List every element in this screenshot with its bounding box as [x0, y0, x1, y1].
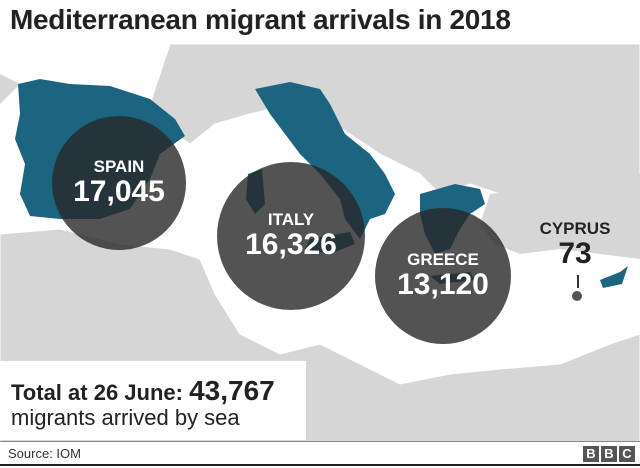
bubble-greece: GREECE 13,120	[375, 208, 511, 344]
bubble-country: ITALY	[267, 210, 315, 229]
bubble-value: 16,326	[245, 228, 337, 261]
footer: Source: IOM B B C	[0, 441, 640, 468]
cyprus-value: 73	[558, 237, 592, 270]
bubble-country: GREECE	[407, 250, 479, 269]
cyprus-dot-marker	[572, 291, 582, 301]
bubble-country: SPAIN	[93, 157, 145, 176]
bubble-spain: SPAIN 17,045	[52, 116, 186, 250]
cyprus-country: CYPRUS	[539, 219, 611, 238]
footer-rule	[0, 464, 640, 466]
total-line: Total at 26 June: 43,767	[11, 375, 275, 407]
source-text: Source: IOM	[8, 446, 81, 461]
logo-letter: B	[583, 446, 599, 462]
total-label: Total at 26 June:	[11, 380, 183, 405]
total-subtitle: migrants arrived by sea	[11, 405, 240, 430]
cyprus-label: CYPRUS 73	[535, 220, 615, 270]
bubble-value: 17,045	[73, 175, 165, 208]
chart-title: Mediterranean migrant arrivals in 2018	[10, 4, 511, 35]
bbc-logo: B B C	[583, 446, 635, 462]
bubble-italy: ITALY 16,326	[217, 162, 365, 310]
total-box: Total at 26 June: 43,767 migrants arrive…	[0, 361, 306, 440]
bubble-value: 13,120	[397, 268, 489, 301]
logo-letter: B	[601, 446, 617, 462]
cyprus-pointer-line	[577, 275, 579, 288]
map-area: SPAIN 17,045 ITALY 16,326 GREECE 13,120	[0, 44, 640, 442]
logo-letter: C	[619, 446, 635, 462]
total-value: 43,767	[189, 375, 275, 406]
